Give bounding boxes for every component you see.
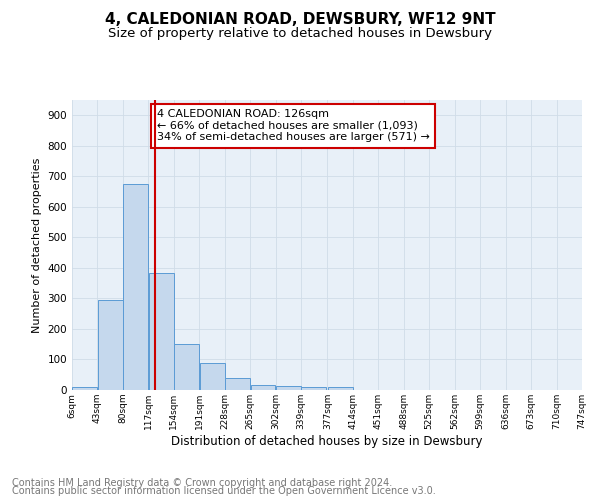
- Bar: [225, 378, 250, 390]
- X-axis label: Distribution of detached houses by size in Dewsbury: Distribution of detached houses by size …: [171, 434, 483, 448]
- Bar: [123, 184, 148, 390]
- Bar: [251, 386, 275, 390]
- Text: Size of property relative to detached houses in Dewsbury: Size of property relative to detached ho…: [108, 28, 492, 40]
- Text: 4 CALEDONIAN ROAD: 126sqm
← 66% of detached houses are smaller (1,093)
34% of se: 4 CALEDONIAN ROAD: 126sqm ← 66% of detac…: [157, 109, 430, 142]
- Text: Contains HM Land Registry data © Crown copyright and database right 2024.: Contains HM Land Registry data © Crown c…: [12, 478, 392, 488]
- Bar: [301, 386, 326, 390]
- Bar: [98, 300, 122, 390]
- Bar: [276, 386, 301, 390]
- Bar: [328, 386, 353, 390]
- Y-axis label: Number of detached properties: Number of detached properties: [32, 158, 42, 332]
- Text: Contains public sector information licensed under the Open Government Licence v3: Contains public sector information licen…: [12, 486, 436, 496]
- Bar: [72, 387, 97, 390]
- Bar: [149, 273, 173, 390]
- Text: 4, CALEDONIAN ROAD, DEWSBURY, WF12 9NT: 4, CALEDONIAN ROAD, DEWSBURY, WF12 9NT: [104, 12, 496, 28]
- Bar: [174, 344, 199, 390]
- Bar: [200, 362, 224, 390]
